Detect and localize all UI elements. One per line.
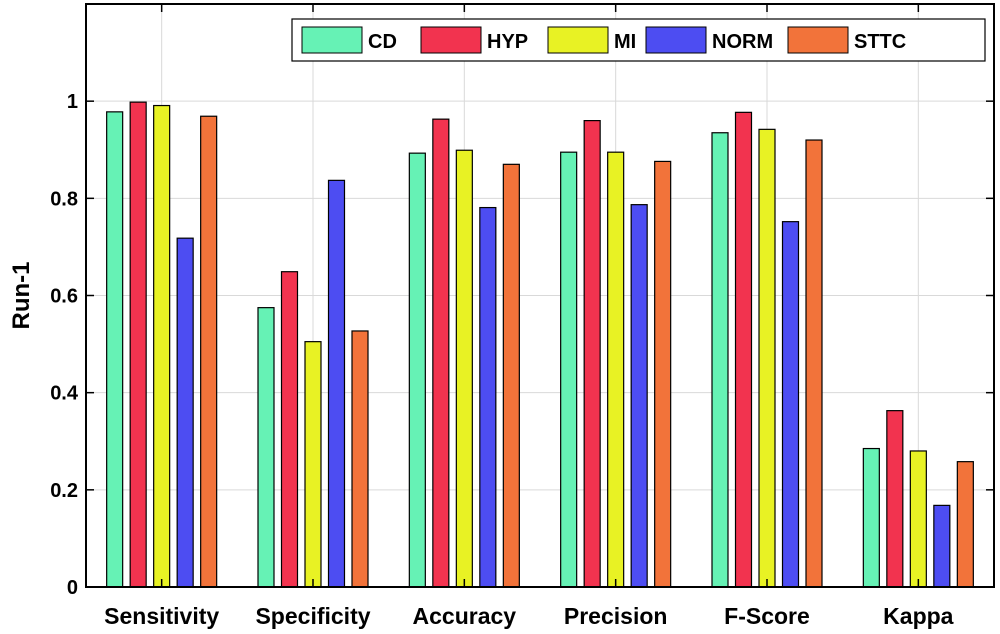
bars (106, 101, 974, 588)
bar-sttc-precision (654, 160, 672, 588)
x-tick-label: Accuracy (413, 603, 517, 629)
bar-sttc-accuracy (502, 163, 520, 588)
x-tick-label: F-Score (724, 603, 810, 629)
y-tick-label: 0.6 (50, 286, 78, 308)
bar-hyp-accuracy (432, 118, 450, 588)
legend-swatch-norm (645, 26, 707, 54)
legend-swatch-cd (301, 26, 363, 54)
bar-hyp-precision (583, 119, 601, 588)
bar-hyp-sensitivity (129, 101, 147, 588)
y-tick-label: 1 (67, 91, 78, 113)
x-tick-label: Precision (564, 603, 668, 629)
y-axis-label: Run-1 (8, 262, 35, 330)
bar-hyp-kappa (886, 410, 904, 588)
legend-swatch-sttc (787, 26, 849, 54)
bar-cd-specificity (257, 307, 275, 588)
bar-norm-kappa (933, 504, 951, 588)
y-tick-label: 0.2 (50, 480, 78, 502)
bar-norm-sensitivity (176, 237, 194, 588)
bar-norm-precision (630, 204, 648, 588)
legend-swatch-mi (547, 26, 609, 54)
bar-mi-accuracy (455, 149, 473, 588)
bar-sttc-f-score (805, 139, 823, 588)
x-tick-label: Sensitivity (104, 603, 219, 629)
bar-sttc-kappa (956, 461, 974, 588)
bar-cd-precision (560, 151, 578, 588)
y-tick-label: 0.8 (50, 188, 78, 210)
y-tick-label: 0.4 (50, 383, 79, 405)
bar-cd-kappa (862, 447, 880, 588)
bar-cd-accuracy (408, 152, 426, 588)
x-axis-ticks: Sensitivity Specificity Accuracy Precision F… (104, 4, 954, 629)
bar-cd-sensitivity (106, 111, 124, 588)
bar-mi-sensitivity (153, 104, 171, 588)
legend-label-norm: NORM (712, 31, 773, 53)
y-axis-ticks: 0 0.2 0.4 0.6 0.8 1 (50, 91, 994, 599)
bar-hyp-specificity (280, 271, 299, 588)
legend-box (291, 18, 986, 62)
grid-lines (86, 4, 994, 587)
legend: CD HYP MI NORM STTC (291, 18, 986, 62)
y-tick-label: 0 (67, 577, 78, 599)
legend-label-sttc: STTC (854, 31, 906, 53)
bar-mi-precision (607, 151, 625, 588)
bar-mi-f-score (758, 128, 776, 588)
bar-sttc-sensitivity (200, 115, 218, 588)
x-tick-label: Kappa (883, 603, 954, 629)
bar-norm-accuracy (479, 206, 497, 588)
x-tick-label: Specificity (255, 603, 370, 629)
legend-label-hyp: HYP (487, 31, 528, 53)
bar-norm-f-score (781, 221, 800, 588)
bar-mi-kappa (909, 450, 927, 588)
legend-label-cd: CD (368, 31, 397, 53)
legend-swatch-hyp (420, 26, 482, 54)
bar-mi-specificity (304, 341, 322, 588)
bar-hyp-f-score (734, 111, 753, 588)
bar-cd-f-score (711, 132, 729, 588)
legend-label-mi: MI (614, 31, 636, 53)
bar-norm-specificity (327, 179, 346, 588)
bar-sttc-specificity (351, 330, 369, 588)
